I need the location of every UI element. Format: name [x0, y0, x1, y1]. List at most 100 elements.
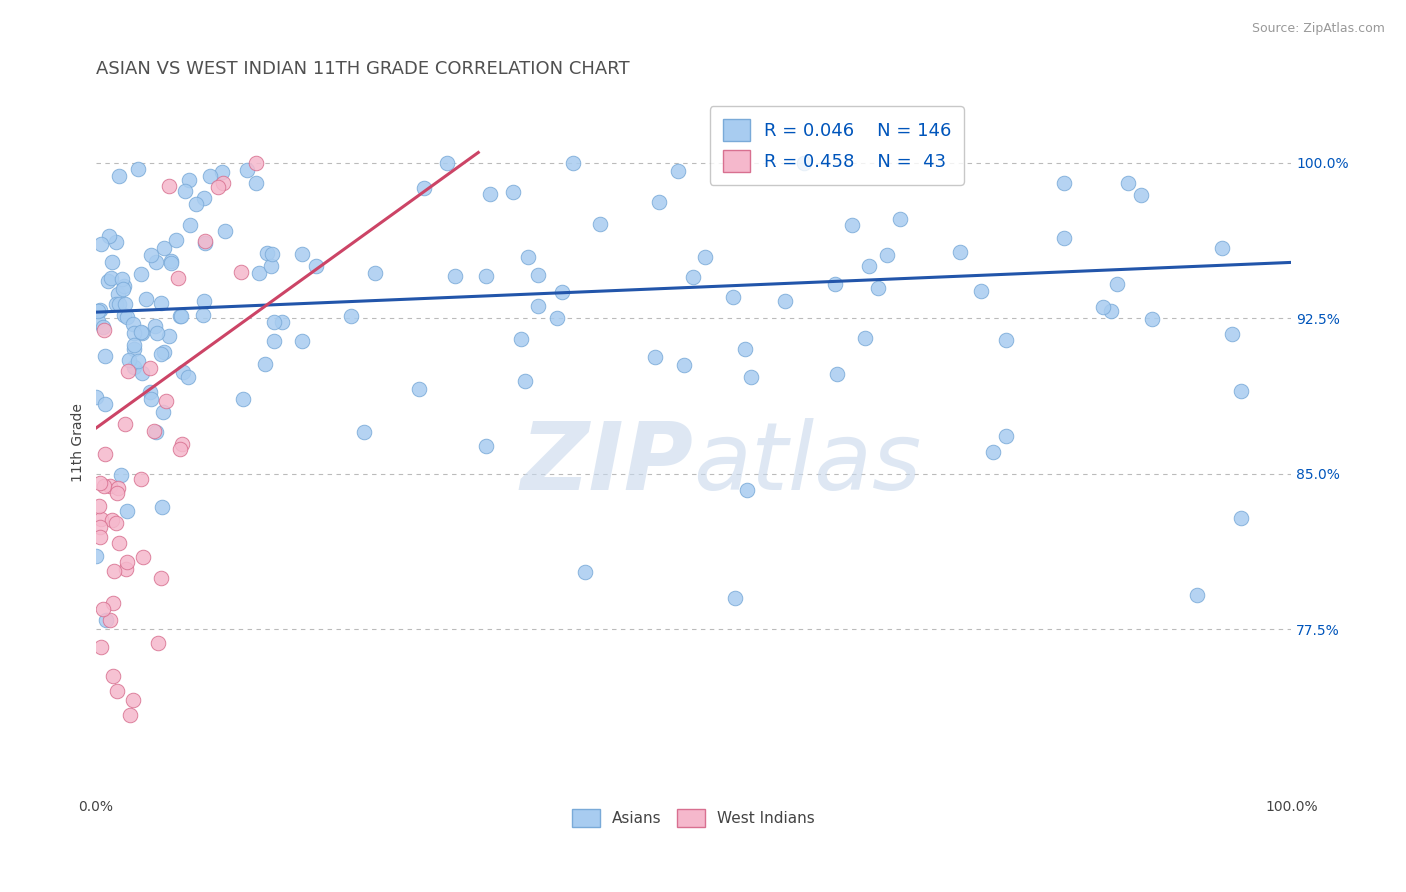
- Point: [179, 219, 201, 233]
- Point: [1105, 277, 1128, 291]
- Point: [131, 326, 153, 340]
- Point: [1091, 301, 1114, 315]
- Point: [502, 185, 524, 199]
- Point: [516, 250, 538, 264]
- Point: [129, 325, 152, 339]
- Point: [122, 337, 145, 351]
- Point: [672, 359, 695, 373]
- Point: [115, 503, 138, 517]
- Point: [256, 246, 278, 260]
- Point: [91, 601, 114, 615]
- Point: [193, 191, 215, 205]
- Text: ASIAN VS WEST INDIAN 11TH GRADE CORRELATION CHART: ASIAN VS WEST INDIAN 11TH GRADE CORRELAT…: [96, 60, 630, 78]
- Point: [169, 442, 191, 456]
- Point: [107, 481, 129, 495]
- Point: [1140, 312, 1163, 326]
- Point: [291, 334, 314, 348]
- Point: [793, 156, 815, 170]
- Point: [145, 326, 167, 340]
- Point: [737, 483, 759, 497]
- Point: [169, 309, 191, 323]
- Point: [101, 513, 124, 527]
- Point: [86, 390, 108, 404]
- Point: [145, 254, 167, 268]
- Point: [876, 248, 898, 262]
- Point: [695, 250, 717, 264]
- Point: [550, 285, 572, 299]
- Point: [94, 447, 117, 461]
- Point: [211, 165, 233, 179]
- Point: [235, 163, 257, 178]
- Point: [160, 253, 183, 268]
- Point: [172, 365, 194, 379]
- Point: [1220, 327, 1243, 342]
- Point: [107, 287, 129, 301]
- Point: [153, 345, 176, 359]
- Point: [90, 512, 112, 526]
- Point: [114, 296, 136, 310]
- Point: [574, 565, 596, 579]
- Point: [96, 613, 118, 627]
- Point: [143, 424, 166, 438]
- Point: [245, 176, 267, 190]
- Point: [157, 329, 180, 343]
- Point: [115, 555, 138, 569]
- Point: [1211, 241, 1233, 255]
- Point: [124, 326, 146, 340]
- Point: [949, 245, 972, 260]
- Point: [127, 161, 149, 176]
- Point: [107, 169, 129, 184]
- Point: [105, 516, 128, 530]
- Point: [129, 267, 152, 281]
- Point: [112, 279, 135, 293]
- Point: [87, 303, 110, 318]
- Point: [101, 669, 124, 683]
- Point: [115, 310, 138, 324]
- Point: [247, 266, 270, 280]
- Point: [1053, 231, 1076, 245]
- Point: [177, 370, 200, 384]
- Point: [104, 296, 127, 310]
- Point: [1099, 304, 1122, 318]
- Legend: Asians, West Indians: Asians, West Indians: [567, 803, 821, 834]
- Point: [89, 476, 111, 491]
- Point: [546, 310, 568, 325]
- Point: [101, 254, 124, 268]
- Point: [644, 351, 666, 365]
- Point: [129, 472, 152, 486]
- Text: Source: ZipAtlas.com: Source: ZipAtlas.com: [1251, 22, 1385, 36]
- Point: [364, 266, 387, 280]
- Point: [682, 269, 704, 284]
- Point: [94, 397, 117, 411]
- Point: [263, 334, 285, 348]
- Point: [139, 392, 162, 406]
- Point: [647, 195, 669, 210]
- Point: [138, 384, 160, 399]
- Point: [117, 364, 139, 378]
- Point: [143, 319, 166, 334]
- Point: [443, 268, 465, 283]
- Point: [89, 500, 111, 514]
- Point: [118, 353, 141, 368]
- Point: [118, 707, 141, 722]
- Point: [93, 323, 115, 337]
- Point: [510, 332, 533, 346]
- Point: [207, 180, 229, 194]
- Point: [139, 247, 162, 261]
- Point: [994, 333, 1017, 347]
- Point: [304, 259, 326, 273]
- Point: [177, 173, 200, 187]
- Point: [124, 343, 146, 357]
- Point: [89, 520, 111, 534]
- Point: [229, 265, 252, 279]
- Point: [353, 425, 375, 439]
- Point: [167, 271, 190, 285]
- Point: [193, 293, 215, 308]
- Text: atlas: atlas: [693, 418, 922, 509]
- Point: [198, 169, 221, 184]
- Point: [100, 271, 122, 285]
- Point: [146, 636, 169, 650]
- Point: [291, 247, 314, 261]
- Point: [89, 531, 111, 545]
- Point: [150, 571, 173, 585]
